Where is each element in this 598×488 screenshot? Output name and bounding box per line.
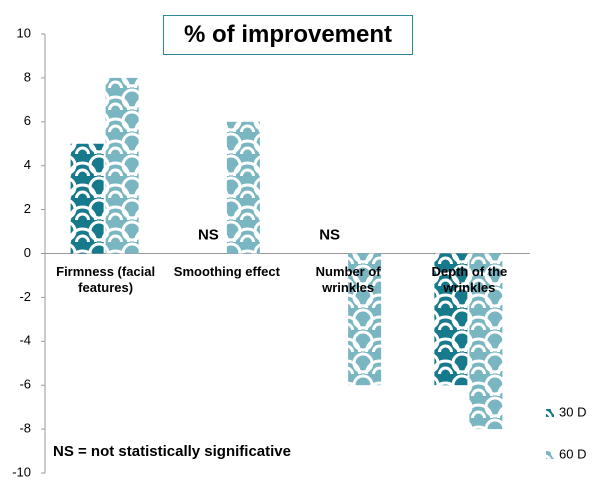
y-tick-label: 6: [24, 113, 31, 128]
x-tick-label: Firmness (facial features): [56, 263, 156, 295]
y-tick-label: -2: [19, 289, 31, 304]
y-tick-label: -10: [12, 464, 31, 479]
y-tick-label: -8: [19, 421, 31, 436]
x-tick-label: Depth of the wrinkles: [431, 263, 508, 295]
x-tick-label: Smoothing effect: [173, 263, 280, 279]
y-tick-label: 0: [24, 245, 31, 260]
value-label: NS: [198, 226, 219, 243]
y-tick-label: -6: [19, 377, 31, 392]
y-tick-label: 2: [24, 201, 31, 216]
bar: [348, 253, 382, 386]
y-tick-label: 8: [24, 69, 31, 84]
chart-title: % of improvement: [163, 15, 413, 55]
legend-label: 30 D: [559, 404, 586, 419]
legend-swatch: [546, 451, 554, 459]
footnote: NS = not statistically significative: [53, 443, 291, 460]
bar: [226, 121, 260, 254]
legend-label: 60 D: [559, 446, 586, 461]
y-tick-label: 10: [17, 25, 31, 40]
y-tick-label: 4: [24, 157, 31, 172]
legend-swatch: [546, 409, 554, 417]
x-tick-label: Number of wrinkles: [315, 263, 381, 295]
bar: [105, 77, 139, 254]
y-tick-label: -4: [19, 333, 31, 348]
bar: [469, 253, 503, 430]
bar: [434, 253, 468, 386]
value-label: NS: [319, 226, 340, 243]
bar: [70, 143, 104, 254]
